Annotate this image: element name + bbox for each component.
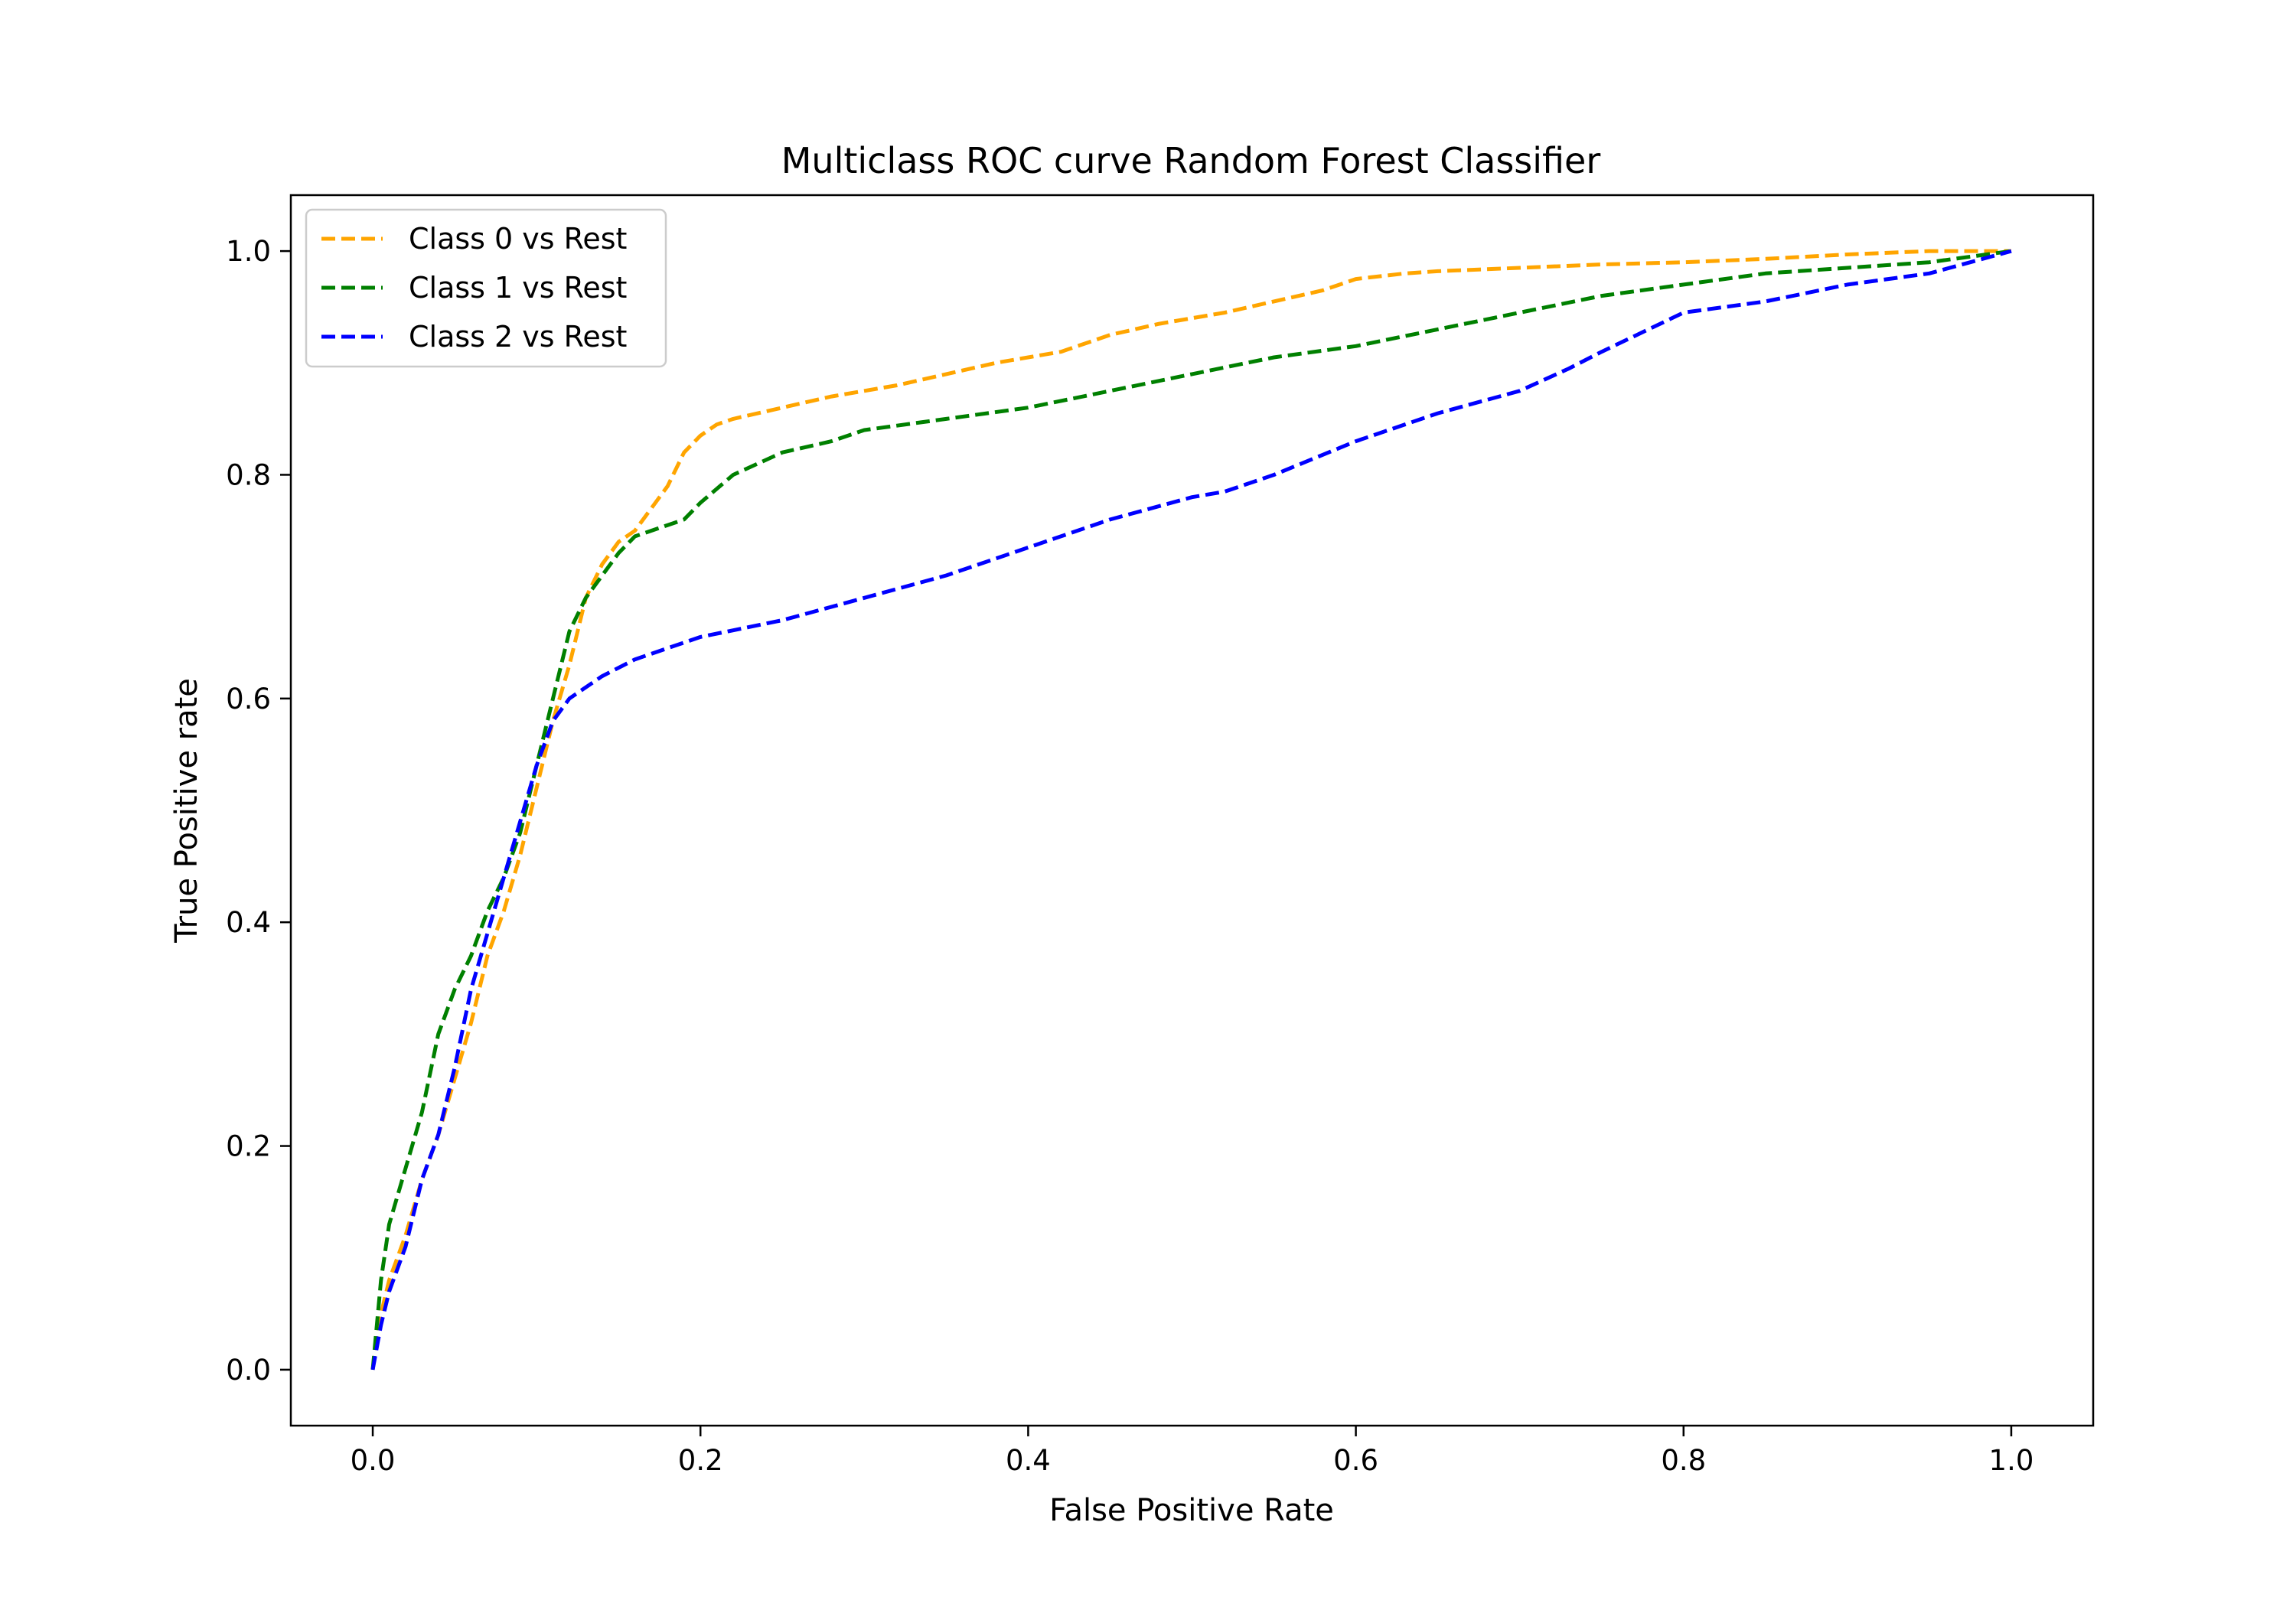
chart-title: Multiclass ROC curve Random Forest Class…	[781, 140, 1601, 181]
x-tick-label: 0.2	[678, 1444, 723, 1477]
y-tick-label: 0.8	[226, 458, 271, 491]
x-tick-label: 1.0	[1989, 1444, 2034, 1477]
x-axis-label: False Positive Rate	[1049, 1493, 1334, 1528]
y-axis-label: True Positive rate	[169, 678, 204, 944]
legend-label-class-2: Class 2 vs Rest	[409, 320, 627, 354]
series-lines	[370, 249, 2012, 1371]
series-line-class-0	[370, 249, 2011, 1371]
legend-label-class-0: Class 0 vs Rest	[409, 222, 627, 256]
y-tick-label: 1.0	[226, 235, 271, 268]
x-tick-label: 0.6	[1333, 1444, 1378, 1477]
y-tick-label: 0.6	[226, 683, 271, 715]
plot-area	[289, 194, 2095, 1427]
y-tick-label: 0.0	[226, 1354, 271, 1387]
series-line-class-2	[370, 249, 2012, 1371]
y-tick-label: 0.2	[226, 1130, 271, 1163]
legend-box	[305, 208, 667, 368]
axes-frame	[289, 194, 2095, 1427]
legend-label-class-1: Class 1 vs Rest	[409, 271, 627, 305]
x-tick-label: 0.4	[1006, 1444, 1051, 1477]
x-axis: 0.0 0.2 0.4 0.6 0.8 1.0	[351, 1426, 2034, 1477]
legend: Class 0 vs Rest Class 1 vs Rest Class 2 vs…	[305, 208, 667, 368]
x-tick-label: 0.8	[1661, 1444, 1706, 1477]
y-axis: 0.0 0.2 0.4 0.6 0.8 1.0	[226, 235, 291, 1387]
x-tick-label: 0.0	[351, 1444, 396, 1477]
y-tick-label: 0.4	[226, 906, 271, 939]
series-line-class-1	[370, 249, 2012, 1371]
